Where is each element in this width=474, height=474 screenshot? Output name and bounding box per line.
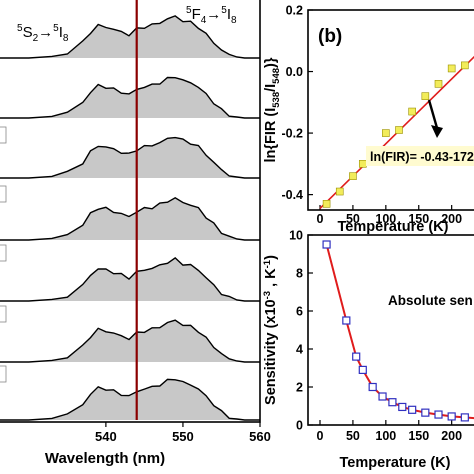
data-point [434,80,443,88]
data-point [349,172,357,180]
panel-a: 5S2→5I8 5F4→5I8 540 550 560 Wavelength (nm… [0,0,271,467]
y-tick-label: 0.0 [286,65,303,79]
panel-a-frame [0,0,261,423]
data-point [434,410,443,419]
x-tick-label: 150 [408,212,429,226]
data-point [398,402,407,412]
y-tick-label: 8 [296,267,303,281]
data-point [388,398,397,407]
panel-c-y-axis-label: Sensitivity (x10-3 , K-1) [262,255,279,405]
data-point [408,405,417,414]
spectrum-outline [0,15,260,59]
x-tick-label: 100 [375,212,396,226]
panel-b-x-ticks: 0 50 100 150 200 [317,205,462,226]
x-tick-label: 550 [172,429,194,444]
spectrum-fill [0,77,260,118]
data-point [421,92,430,100]
spectrum-outline [0,76,260,119]
x-tick-label: 150 [408,429,429,443]
y-tick-label: 2 [296,381,303,395]
x-tick-label: 200 [441,212,462,226]
y-tick-label: 0 [296,419,303,433]
data-point [352,352,361,361]
spectrum-fill [0,137,260,178]
x-tick-label: 0 [317,429,324,443]
data-point [461,61,469,70]
panel-c-x-ticks: 0 50 100 150 200 [317,420,462,443]
arrow-shaft [427,99,439,129]
legend-stub [0,305,7,323]
spectrum-outline [0,378,260,421]
transition-label-left: 5S2→5I8 [17,23,69,44]
y-tick-label: -0.4 [281,188,303,202]
y-tick-label: 10 [289,229,303,243]
data-point [342,316,351,325]
data-point [358,160,367,168]
data-point [395,126,403,134]
legend-stub [0,185,7,203]
panel-b: 0.2 0.0 -0.2 -0.4 0 50 100 150 200 (b) ln(FIR)=… [263,4,474,235]
spectrum-fill [0,15,260,58]
x-tick-label: 100 [375,429,396,443]
panel-a-x-axis-label: Wavelength (nm) [45,450,165,467]
panel-b-label: (b) [318,26,342,47]
arrow-head [431,125,443,138]
panel-b-y-axis-label: ln{FIR (I538/I548)} [263,57,282,162]
panel-c-x-axis-label: Temperature (K) [340,455,451,471]
x-tick-label: 560 [249,429,271,444]
panel-c-y-ticks: 0 2 4 6 8 10 [289,229,313,433]
panel-a-x-ticks: 540 550 560 [95,422,271,444]
fit-equation-box [366,146,474,166]
data-point [378,392,387,401]
legend-stubs [0,126,7,383]
panel-c-fit-line [325,244,474,420]
y-tick-label: -0.2 [281,127,303,141]
data-point [368,382,377,392]
spectrum-outline [0,257,260,302]
panel-b-y-ticks: 0.2 0.0 -0.2 -0.4 [281,4,313,202]
data-point [358,365,367,374]
data-point [421,408,430,417]
panel-b-arrow [427,99,443,138]
data-point [322,200,331,208]
data-point [447,64,456,73]
fit-equation: ln(FIR)= -0.43-172.0 [370,150,474,164]
x-tick-label: 50 [346,212,360,226]
panel-b-frame [307,9,474,211]
spectrum-fill [0,197,260,240]
x-tick-label: 50 [346,429,360,443]
panel-c-annotation: Absolute sen [388,293,473,308]
data-point [408,107,416,116]
panel-b-x-axis-label: Temperature (K) [338,219,449,235]
spectrum-fill [0,320,260,362]
data-point [322,240,331,249]
data-point [335,187,344,196]
y-tick-label: 4 [296,343,303,357]
panel-c: 0 2 4 6 8 10 0 50 100 150 200 Absolute sen Sensit… [262,229,474,471]
transition-label-right: 5F4→5I8 [186,5,237,26]
panel-c-frame [307,234,474,426]
data-point [447,412,456,421]
legend-stub [0,244,7,262]
legend-stub [0,126,7,144]
data-point [460,413,469,422]
x-tick-label: 540 [95,429,117,444]
y-tick-label: 0.2 [286,4,303,18]
spectrum-fill [0,379,260,420]
x-tick-label: 0 [317,212,324,226]
legend-stub [0,365,7,383]
x-tick-label: 200 [441,429,462,443]
spectrum-outline [0,136,260,179]
data-point [382,129,390,137]
panel-c-points [322,240,469,422]
spectrum-outline [0,196,260,241]
spectrum-outline [0,319,260,363]
y-tick-label: 6 [296,305,303,319]
spectra-group [0,15,260,421]
